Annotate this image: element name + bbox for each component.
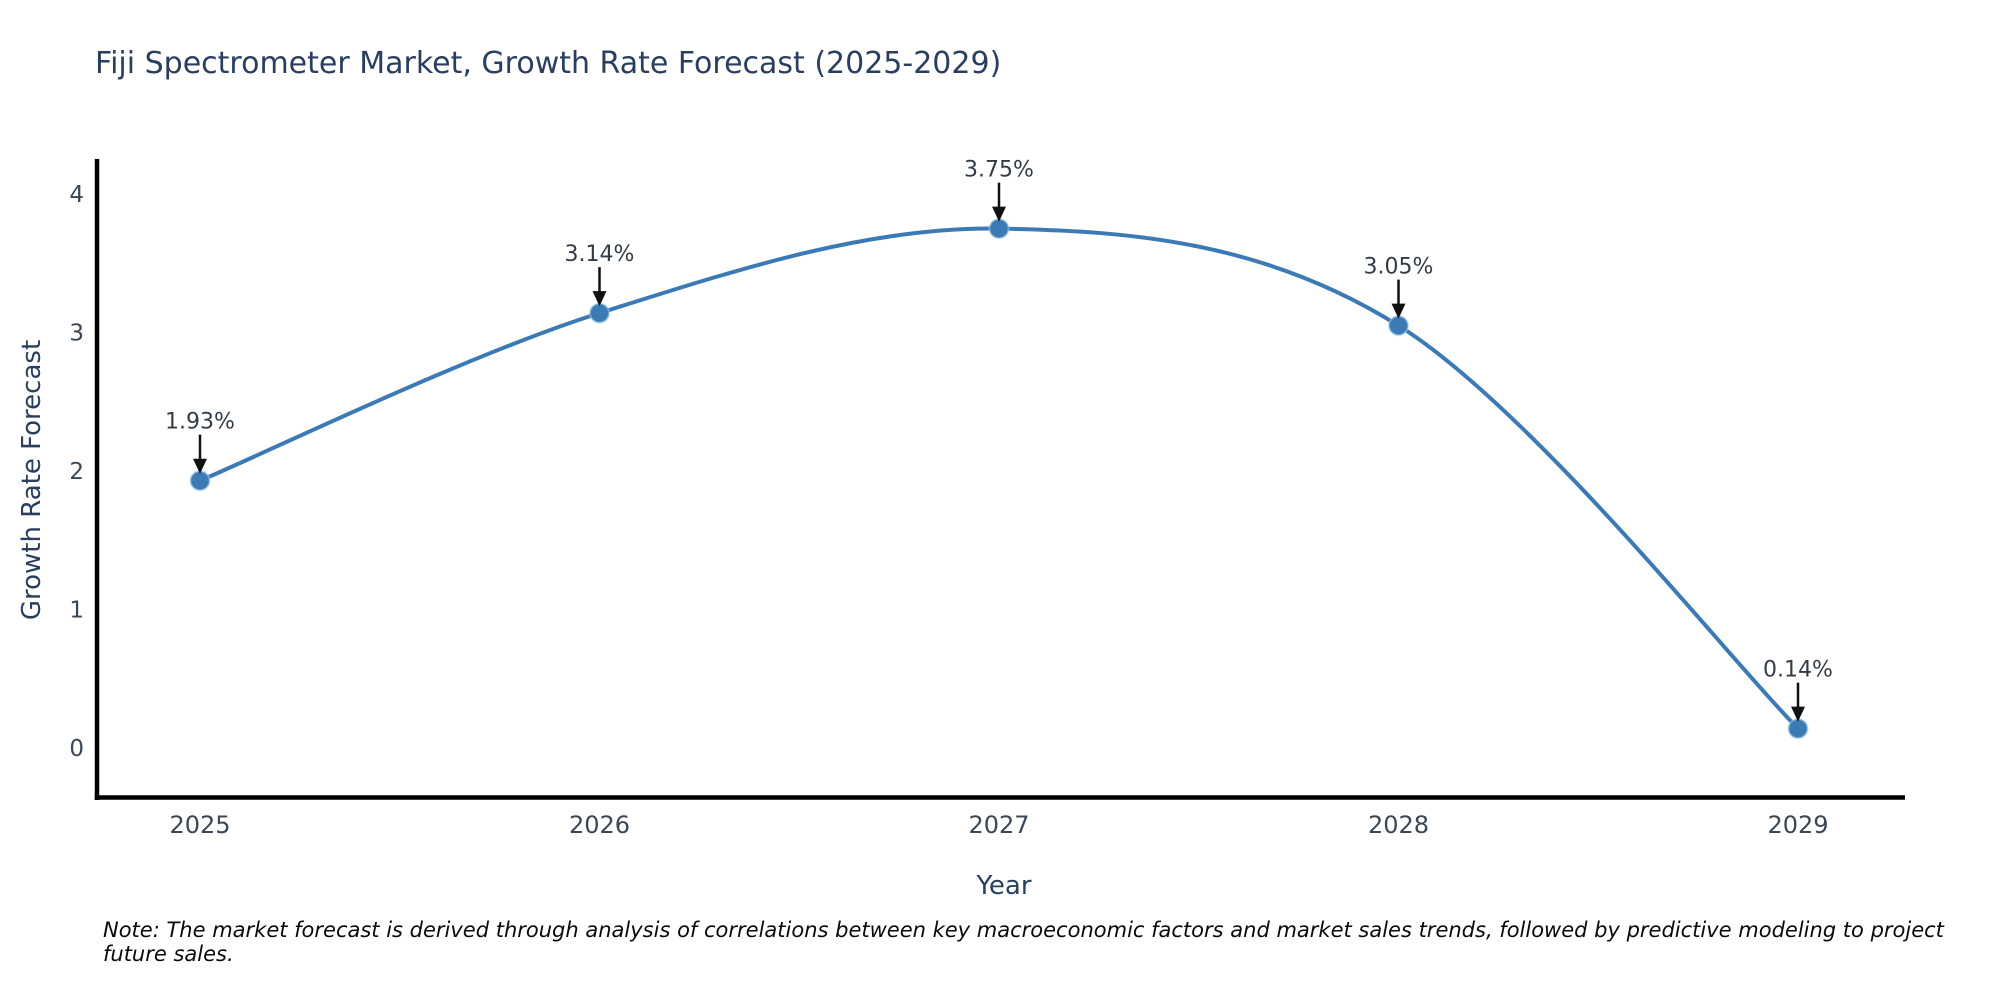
forecast-line [198, 226, 1800, 731]
annotation-arrowhead-2026 [592, 291, 607, 307]
x-tick-label-2026: 2026 [569, 811, 630, 839]
annotation-label-2026: 3.14% [565, 242, 635, 267]
y-tick-label-0: 0 [69, 736, 84, 762]
x-tick-label-2029: 2029 [1767, 811, 1828, 839]
y-tick-label-4: 4 [69, 182, 84, 208]
x-tick-label-2027: 2027 [968, 811, 1029, 839]
footnote: Note: The market forecast is derived thr… [103, 918, 1944, 966]
y-tick-label-3: 3 [69, 321, 84, 347]
data-point-2029[interactable] [1787, 718, 1809, 740]
x-axis-title: Year [976, 871, 1032, 901]
chart-title: Fiji Spectrometer Market, Growth Rate Fo… [95, 46, 1002, 81]
data-point-2028[interactable] [1388, 315, 1409, 337]
x-tick-label-2025: 2025 [169, 811, 230, 839]
y-tick-label-2: 2 [69, 459, 84, 485]
y-axis-title: Growth Rate Forecast [17, 339, 47, 621]
data-point-2025[interactable] [189, 470, 211, 492]
annotation-arrowhead-2027 [992, 206, 1006, 222]
annotation-label-2025: 1.93% [165, 409, 235, 434]
annotation-arrowhead-2025 [193, 458, 207, 474]
y-tick-label-1: 1 [69, 598, 84, 624]
data-point-2027[interactable] [988, 218, 1010, 240]
annotation-label-2028: 3.05% [1364, 254, 1434, 279]
data-point-2026[interactable] [589, 302, 610, 324]
annotation-arrowhead-2028 [1391, 303, 1406, 319]
x-tick-label-2028: 2028 [1368, 811, 1429, 839]
annotation-arrowhead-2029 [1791, 706, 1805, 722]
annotation-label-2029: 0.14% [1763, 657, 1833, 682]
annotation-label-2027: 3.75% [964, 157, 1034, 182]
